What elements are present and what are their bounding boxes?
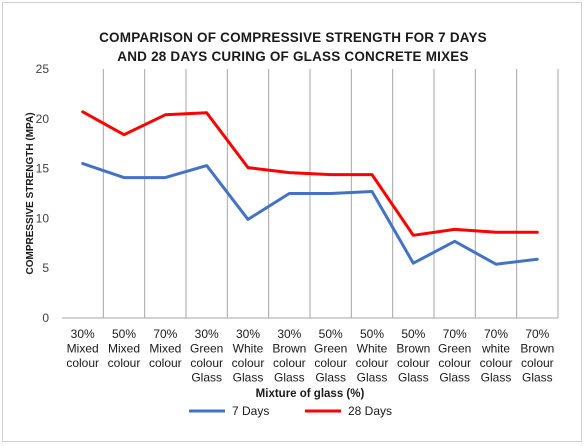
x-tick-label-line: Glass	[315, 371, 346, 385]
x-tick-label-line: Brown	[272, 342, 306, 356]
x-tick-label-line: colour	[108, 356, 141, 370]
x-tick-label-line: Brown	[520, 342, 554, 356]
x-tick-label: 50% Green colour Glass	[314, 327, 347, 385]
y-tick-label: 5	[42, 261, 49, 275]
x-tick-label: 50% Mixed colour	[108, 327, 141, 370]
x-tick-label-line: Glass	[439, 371, 470, 385]
y-tick-label: 15	[36, 162, 50, 176]
y-tick-label: 10	[36, 211, 50, 225]
x-tick-label: 30% Brown colour Glass	[272, 327, 306, 385]
x-tick-label-line: colour	[149, 356, 182, 370]
x-tick-label-line: White	[357, 342, 388, 356]
x-tick-label-line: colour	[397, 356, 430, 370]
x-tick-label-line: 70%	[484, 327, 508, 341]
x-tick-label-line: colour	[66, 356, 99, 370]
legend-label: 7 Days	[232, 404, 269, 418]
y-tick-label: 25	[36, 62, 50, 76]
x-tick-label-line: Mixed	[67, 342, 99, 356]
x-tick-label-line: 70%	[153, 327, 177, 341]
x-tick-label-line: Green	[314, 342, 347, 356]
chart-title-line-2: AND 28 DAYS CURING OF GLASS CONCRETE MIX…	[117, 49, 469, 64]
x-tick-label: 30% White colour Glass	[232, 327, 265, 385]
x-tick-label-line: 50%	[319, 327, 343, 341]
x-tick-label: 70% Mixed colour	[149, 327, 182, 370]
x-tick-label-line: White	[233, 342, 264, 356]
x-tick-label-line: Glass	[522, 371, 553, 385]
x-tick-label-line: white	[481, 342, 510, 356]
x-tick-label-line: 30%	[195, 327, 219, 341]
x-axis-title: Mixture of glass (%)	[256, 388, 365, 400]
x-tick-label-line: 70%	[525, 327, 549, 341]
x-tick-label: 70% Green colour Glass	[438, 327, 471, 385]
series-line-7-days	[81, 162, 539, 266]
x-tick-label-line: Glass	[233, 371, 264, 385]
x-tick-label-line: Green	[438, 342, 471, 356]
x-tick-label: 70% Brown colour Glass	[520, 327, 554, 385]
chart-title-line-1: COMPARISON OF COMPRESSIVE STRENGTH FOR 7…	[99, 30, 487, 45]
x-tick-label-line: Glass	[357, 371, 388, 385]
y-tick-label: 20	[36, 112, 50, 126]
x-tick-label: 30% Green colour Glass	[190, 327, 223, 385]
x-tick-label-line: colour	[480, 356, 513, 370]
x-tick-label-line: Mixed	[149, 342, 181, 356]
x-tick-label-line: 30%	[236, 327, 260, 341]
x-tick-label-line: colour	[273, 356, 306, 370]
x-tick-label-line: 50%	[360, 327, 384, 341]
x-tick-label-line: colour	[438, 356, 471, 370]
x-tick-label-line: Glass	[481, 371, 512, 385]
x-tick-label-line: 50%	[112, 327, 136, 341]
series-line-28-days	[81, 110, 539, 237]
x-tick-label-line: Glass	[398, 371, 429, 385]
x-tick-label-line: Brown	[396, 342, 430, 356]
chart-frame	[2, 2, 582, 442]
x-tick-label: 30% Mixed colour	[66, 327, 99, 370]
legend-label: 28 Days	[348, 404, 392, 418]
y-tick-label: 0	[42, 311, 49, 325]
x-tick-label: 50% White colour Glass	[356, 327, 389, 385]
x-tick-label-line: 70%	[443, 327, 467, 341]
x-tick-label-line: 50%	[401, 327, 425, 341]
x-tick-label-line: 30%	[277, 327, 301, 341]
x-tick-label-line: Mixed	[108, 342, 140, 356]
x-tick-label-line: colour	[190, 356, 223, 370]
x-tick-label-line: Glass	[191, 371, 222, 385]
x-tick-label-line: Glass	[274, 371, 305, 385]
x-tick-label-line: colour	[521, 356, 554, 370]
x-tick-label-line: colour	[314, 356, 347, 370]
x-tick-label: 70% white colour Glass	[480, 327, 513, 385]
x-tick-label-line: Green	[190, 342, 223, 356]
x-tick-label-line: colour	[356, 356, 389, 370]
x-tick-label-line: colour	[232, 356, 265, 370]
x-tick-label-line: 30%	[71, 327, 95, 341]
x-tick-label: 50% Brown colour Glass	[396, 327, 430, 385]
y-axis-title: COMPRESSIVE STRENGTH (MPA)	[25, 112, 36, 274]
